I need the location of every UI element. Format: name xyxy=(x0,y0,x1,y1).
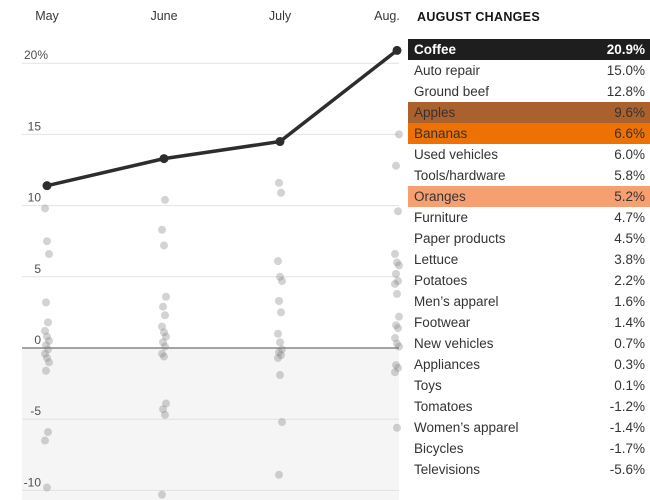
row-label: Used vehicles xyxy=(414,147,499,162)
row-value: 2.2% xyxy=(614,273,645,288)
row-label: Lettuce xyxy=(414,252,459,267)
row-label: New vehicles xyxy=(414,336,494,351)
svg-text:20%: 20% xyxy=(24,48,48,62)
table-row: Footwear 1.4% xyxy=(408,312,650,333)
row-label: Men’s apparel xyxy=(414,294,499,309)
svg-text:5: 5 xyxy=(34,262,41,276)
row-value: 5.2% xyxy=(614,189,645,204)
table-row: Apples 9.6% xyxy=(408,102,650,123)
row-value: -5.6% xyxy=(609,462,645,477)
row-label: Potatoes xyxy=(414,273,468,288)
row-label: Toys xyxy=(414,378,442,393)
table-row: Televisions -5.6% xyxy=(408,459,650,480)
row-label: Televisions xyxy=(414,462,481,477)
trend-chart: 20% 15 10 5 0 -5 -10 May June July Aug. xyxy=(22,9,403,500)
row-label: Oranges xyxy=(414,189,466,204)
gridlines xyxy=(22,62,399,491)
svg-text:-5: -5 xyxy=(30,404,41,418)
row-value: 5.8% xyxy=(614,168,645,183)
table-row: Furniture 4.7% xyxy=(408,207,650,228)
table-row: Paper products 4.5% xyxy=(408,228,650,249)
row-value: -1.4% xyxy=(609,420,645,435)
row-label: Women’s apparel xyxy=(414,420,519,435)
row-value: 15.0% xyxy=(606,63,645,78)
row-label: Footwear xyxy=(414,315,471,330)
below-zero-shading xyxy=(22,348,399,500)
svg-text:July: July xyxy=(269,9,292,23)
category-scatter-dots xyxy=(41,130,403,499)
row-value: 3.8% xyxy=(614,252,645,267)
row-value: -1.2% xyxy=(609,399,645,414)
table-row: Tools/hardware 5.8% xyxy=(408,165,650,186)
row-label: Tomatoes xyxy=(414,399,473,414)
row-value: 4.7% xyxy=(614,210,645,225)
row-label: Bananas xyxy=(414,126,468,141)
august-changes-panel: AUGUST CHANGES Coffee 20.9% Auto repair 15.… xyxy=(408,0,650,480)
svg-text:June: June xyxy=(150,9,177,23)
row-value: 6.0% xyxy=(614,147,645,162)
panel-title: AUGUST CHANGES xyxy=(417,10,540,24)
row-value: 0.7% xyxy=(614,336,645,351)
table-row: Toys 0.1% xyxy=(408,375,650,396)
table-row: Auto repair 15.0% xyxy=(408,60,650,81)
table-row: Tomatoes -1.2% xyxy=(408,396,650,417)
row-value: 1.6% xyxy=(614,294,645,309)
row-label: Paper products xyxy=(414,231,506,246)
table-row: Bananas 6.6% xyxy=(408,123,650,144)
row-label: Tools/hardware xyxy=(414,168,506,183)
coffee-trend-line xyxy=(42,45,402,191)
table-row: Women’s apparel -1.4% xyxy=(408,417,650,438)
changes-table: Coffee 20.9% Auto repair 15.0% Ground beef 12… xyxy=(408,39,650,480)
row-label: Apples xyxy=(414,105,456,120)
y-tick-labels: 20% 15 10 5 0 -5 -10 xyxy=(24,48,49,489)
table-row: Oranges 5.2% xyxy=(408,186,650,207)
row-value: 0.3% xyxy=(614,357,645,372)
row-value: 4.5% xyxy=(614,231,645,246)
row-value: 20.9% xyxy=(606,42,645,57)
row-value: 6.6% xyxy=(614,126,645,141)
svg-text:May: May xyxy=(35,9,59,23)
row-value: -1.7% xyxy=(609,441,645,456)
table-row: New vehicles 0.7% xyxy=(408,333,650,354)
row-value: 1.4% xyxy=(614,315,645,330)
row-label: Appliances xyxy=(414,357,481,372)
svg-text:Aug.: Aug. xyxy=(374,9,400,23)
row-label: Bicycles xyxy=(414,441,464,456)
table-row: Men’s apparel 1.6% xyxy=(408,291,650,312)
svg-text:0: 0 xyxy=(34,333,41,347)
table-row: Potatoes 2.2% xyxy=(408,270,650,291)
svg-text:-10: -10 xyxy=(24,475,42,489)
row-label: Auto repair xyxy=(414,63,481,78)
table-row: Ground beef 12.8% xyxy=(408,81,650,102)
table-row: Lettuce 3.8% xyxy=(408,249,650,270)
table-row: Used vehicles 6.0% xyxy=(408,144,650,165)
row-label: Coffee xyxy=(414,42,457,57)
table-row: Appliances 0.3% xyxy=(408,354,650,375)
row-label: Furniture xyxy=(414,210,469,225)
row-value: 0.1% xyxy=(614,378,645,393)
row-value: 12.8% xyxy=(606,84,645,99)
row-label: Ground beef xyxy=(414,84,490,99)
table-row: Coffee 20.9% xyxy=(408,39,650,60)
row-value: 9.6% xyxy=(614,105,645,120)
svg-text:15: 15 xyxy=(28,119,42,133)
svg-text:10: 10 xyxy=(28,191,42,205)
x-axis-labels: May June July Aug. xyxy=(35,9,400,23)
table-row: Bicycles -1.7% xyxy=(408,438,650,459)
